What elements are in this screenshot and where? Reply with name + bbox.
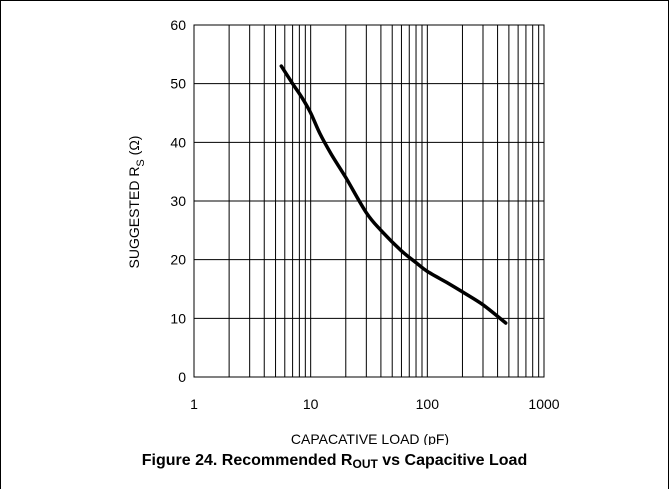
x-tick-label: 10 <box>303 396 319 412</box>
y-tick-label: 0 <box>178 369 186 385</box>
x-tick-label: 1 <box>190 396 198 412</box>
y-axis-ticks: 0 10 20 30 40 50 60 <box>170 17 186 385</box>
y-tick-label: 20 <box>170 252 186 268</box>
x-tick-label: 1000 <box>528 396 559 412</box>
y-tick-label: 60 <box>170 17 186 33</box>
x-axis-label: CAPACATIVE LOAD (pF) <box>291 431 449 445</box>
plot-area <box>193 24 545 378</box>
y-tick-label: 10 <box>170 310 186 326</box>
y-tick-label: 50 <box>170 76 186 92</box>
x-tick-label: 100 <box>416 396 440 412</box>
x-axis-ticks: 1 10 100 1000 <box>190 396 560 412</box>
y-tick-label: 40 <box>170 134 186 150</box>
y-axis-label: SUGGESTED RS (Ω) <box>126 136 147 269</box>
chart: 0 10 20 30 40 50 60 1 10 100 1000 CAPACATIVE LOAD… <box>126 17 560 445</box>
figure-caption: Figure 24. Recommended ROUT vs Capacitiv… <box>141 452 528 471</box>
series-line <box>279 64 508 325</box>
y-tick-label: 30 <box>170 193 186 209</box>
grid <box>194 25 544 377</box>
